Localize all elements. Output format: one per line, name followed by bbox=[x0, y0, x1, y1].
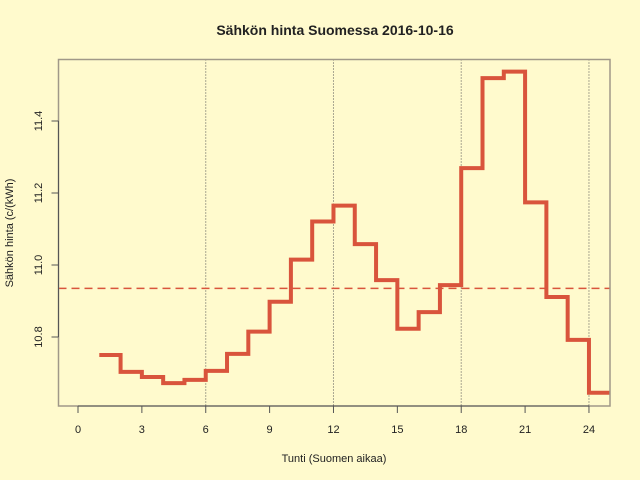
y-tick-label: 11.4 bbox=[33, 111, 45, 132]
chart-title: Sähkön hinta Suomessa 2016-10-16 bbox=[216, 22, 454, 38]
x-tick-label: 18 bbox=[455, 424, 467, 436]
x-tick-label: 6 bbox=[203, 424, 209, 436]
x-tick-label: 15 bbox=[391, 424, 403, 436]
x-axis: 0 3 6 9 12 15 18 21 24 bbox=[75, 405, 595, 436]
x-tick-label: 12 bbox=[327, 424, 339, 436]
x-axis-label: Tunti (Suomen aikaa) bbox=[282, 453, 387, 465]
y-tick-label: 10.8 bbox=[33, 326, 45, 347]
plot-frame bbox=[57, 58, 611, 407]
y-axis: 10.8 11.0 11.2 11.4 bbox=[33, 111, 59, 348]
x-tick-label: 24 bbox=[583, 424, 595, 436]
x-tick-label: 0 bbox=[75, 424, 81, 436]
y-axis-label: Sähkön hinta (c/(kWh) bbox=[4, 179, 16, 288]
price-step-line bbox=[99, 69, 610, 395]
x-tick-label: 3 bbox=[139, 424, 145, 436]
x-tick-label: 21 bbox=[519, 424, 531, 436]
vertical-gridlines bbox=[205, 59, 590, 406]
y-tick-label: 11.2 bbox=[33, 183, 45, 204]
x-tick-label: 9 bbox=[267, 424, 273, 436]
y-tick-label: 11.0 bbox=[33, 255, 45, 276]
